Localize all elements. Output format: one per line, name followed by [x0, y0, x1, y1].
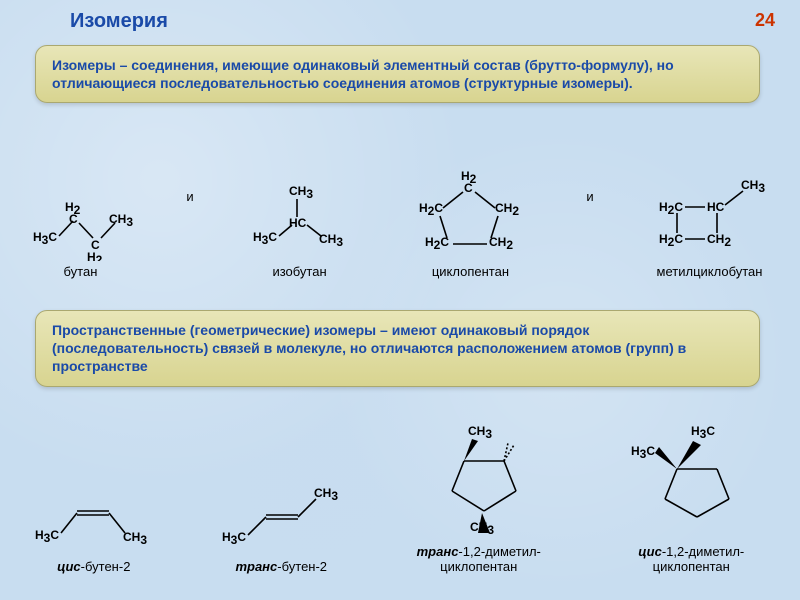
molecule-row-spatial: H3C CH3 цис-бутен-2 H3C CH3 транс-бутен-…: [0, 405, 800, 575]
svg-text:CH2: CH2: [495, 201, 519, 218]
mol-label: цис-1,2-диметил-циклопентан: [638, 545, 744, 575]
mol-isobutane: CH3 H3C HC CH3 изобутан: [245, 181, 355, 280]
svg-text:H3C: H3C: [631, 444, 655, 461]
mol-label: транс-1,2-диметил-циклопентан: [417, 545, 541, 575]
svg-text:H2C: H2C: [425, 235, 449, 252]
mol-trans-dimethylcyclopentane: CH3 CH3 транс-1,2-диметил-циклопентан: [404, 421, 554, 575]
mol-label: метилциклобутан: [657, 265, 763, 280]
mol-label: цис-бутен-2: [57, 560, 130, 575]
svg-text:C: C: [69, 212, 78, 226]
svg-text:CH3: CH3: [470, 520, 494, 537]
svg-text:C: C: [464, 181, 473, 195]
definition-spatial: Пространственные (геометрические) изомер…: [35, 310, 760, 387]
definition-structural: Изомеры – соединения, имеющие одинаковый…: [35, 45, 760, 103]
svg-text:CH3: CH3: [289, 184, 313, 201]
mol-label: циклопентан: [432, 265, 509, 280]
svg-text:CH3: CH3: [468, 424, 492, 441]
page-title: Изомерия: [70, 10, 168, 33]
mol-cis-dimethylcyclopentane: H3C H3C цис-1,2-диметил-циклопентан: [611, 421, 771, 575]
mol-trans-butene: H3C CH3 транс-бутен-2: [216, 461, 346, 575]
svg-text:CH2: CH2: [489, 235, 513, 252]
svg-text:H3C: H3C: [253, 230, 277, 247]
svg-text:H2C: H2C: [419, 201, 443, 218]
svg-text:CH3: CH3: [319, 232, 343, 249]
svg-text:CH3: CH3: [741, 178, 765, 195]
svg-text:H3C: H3C: [222, 530, 246, 547]
svg-text:CH2: CH2: [707, 232, 731, 249]
mol-label: изобутан: [272, 265, 326, 280]
conjunction: и: [186, 189, 193, 222]
molecule-row-structural: H3C H2 C C H2 CH3 бутан и CH3 H3C HC CH3…: [0, 130, 800, 280]
mol-label: бутан: [64, 265, 98, 280]
svg-text:H2: H2: [87, 250, 103, 261]
svg-text:H2C: H2C: [659, 232, 683, 249]
svg-text:HC: HC: [707, 200, 725, 214]
mol-methylcyclobutane: H2C H2C HC CH2 CH3 метилциклобутан: [645, 171, 775, 280]
svg-text:H3C: H3C: [35, 528, 59, 545]
svg-text:HC: HC: [289, 216, 307, 230]
mol-cis-butene: H3C CH3 цис-бутен-2: [29, 461, 159, 575]
svg-text:H2C: H2C: [659, 200, 683, 217]
mol-label: транс-бутен-2: [235, 560, 327, 575]
page-number: 24: [755, 10, 775, 31]
mol-cyclopentane: H2 C H2C CH2 H2C CH2 циклопентан: [405, 166, 535, 280]
svg-text:H3C: H3C: [691, 424, 715, 441]
mol-butane: H3C H2 C C H2 CH3 бутан: [25, 181, 135, 280]
svg-text:H3C: H3C: [33, 230, 57, 247]
svg-text:CH3: CH3: [314, 486, 338, 503]
svg-text:CH3: CH3: [123, 530, 147, 547]
conjunction: и: [586, 189, 593, 222]
